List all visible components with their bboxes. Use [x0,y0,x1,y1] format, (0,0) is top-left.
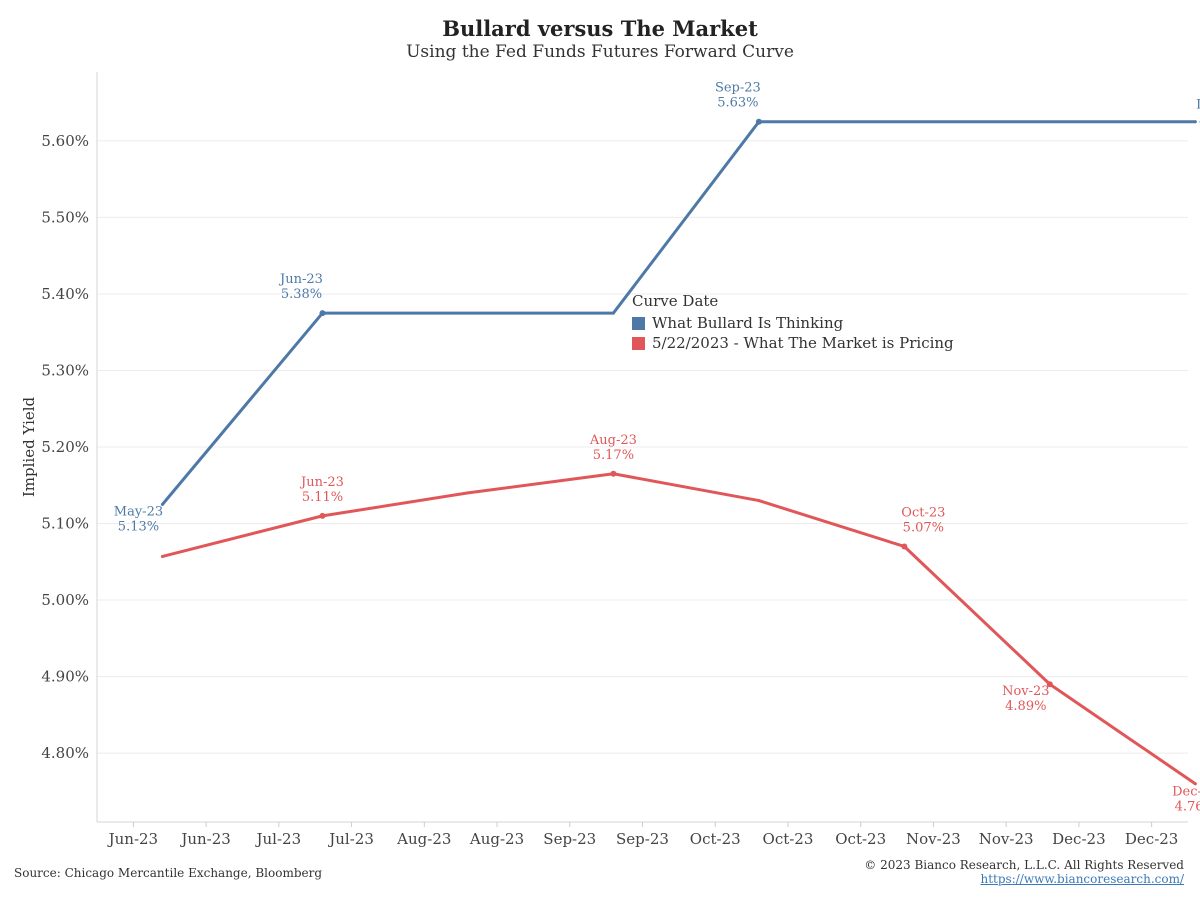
y-tick-label: 5.00% [41,591,89,609]
data-label-line: Aug-23 [589,433,637,448]
x-tick-label: Dec-23 [1125,830,1178,848]
legend-item-bullard: What Bullard Is Thinking [632,313,954,333]
x-tick-label: Jun-23 [107,830,159,848]
data-label: Aug-23 5.17% [589,433,637,463]
data-point [319,512,326,519]
x-tick-label: Oct-23 [690,830,741,848]
y-axis-label: Implied Yield [20,396,38,497]
y-tick-label: 5.50% [41,208,89,226]
data-point [611,311,615,315]
website-link[interactable]: https://www.biancoresearch.com/ [980,872,1184,886]
x-tick-label: Aug-23 [469,830,524,848]
data-label-line: Sep-23 [715,81,761,96]
data-point [610,470,617,477]
x-tick-label: Jul-23 [255,830,302,848]
data-label-line: 5.13% [118,519,159,534]
y-tick-label: 4.80% [41,744,89,762]
x-tick-label: Sep-23 [543,830,596,848]
data-label: Dec-235.63% [1196,98,1200,128]
data-label: Jun-23 5.38% [278,272,323,302]
data-label: Oct-23 5.07% [901,505,945,535]
data-point [1046,681,1053,688]
data-label-line: 5.63% [717,96,758,111]
copyright-note: © 2023 Bianco Research, L.L.C. All Right… [864,858,1184,872]
data-label-line: 5.63% [1199,113,1200,128]
data-point [901,543,908,550]
data-point [1193,782,1197,786]
series-line-market [160,472,1197,786]
legend-label-market: 5/22/2023 - What The Market is Pricing [652,334,954,352]
data-point [160,502,164,506]
data-label-line: 5.11% [302,490,343,505]
y-tick-label: 5.30% [41,361,89,379]
legend-title: Curve Date [632,292,719,310]
data-label: Jun-23 5.11% [299,475,344,505]
data-label-line: 4.89% [1005,699,1046,714]
chart-title: Bullard versus The Market [442,16,758,41]
data-label-line: May-23 [114,504,163,519]
x-tick-label: Aug-23 [396,830,451,848]
data-label: Nov-23 4.89% [1002,684,1049,714]
data-label-line: Dec-23 [1196,98,1200,113]
data-point [466,491,470,495]
data-label-line: 4.76% [1175,800,1200,815]
data-point [319,310,326,317]
y-tick-label: 5.10% [41,515,89,533]
x-tick-label: Sep-23 [616,830,669,848]
data-label-line: Jun-23 [278,272,323,287]
data-point [755,118,762,125]
data-label-line: 5.38% [281,287,322,302]
data-point [160,554,164,558]
data-label: Sep-23 5.63% [715,81,761,111]
x-tick-label: Oct-23 [835,830,886,848]
legend-swatch-market [632,336,645,350]
data-point [1193,120,1197,124]
data-label-line: Dec-23 [1172,785,1200,800]
data-label: Dec-234.76% [1172,785,1200,815]
data-label-line: Nov-23 [1002,684,1049,699]
y-tick-label: 5.20% [41,438,89,456]
data-label-line: 5.07% [903,520,944,535]
legend-swatch-bullard [632,316,645,330]
y-tick-label: 5.60% [41,132,89,150]
x-tick-label: Jun-23 [179,830,231,848]
data-point [757,499,761,503]
legend-item-market: 5/22/2023 - What The Market is Pricing [632,333,954,353]
data-label-line: Oct-23 [901,505,945,520]
legend: Curve Date What Bullard Is Thinking 5/22… [632,292,954,353]
x-tick-label: Oct-23 [763,830,814,848]
x-tick-label: Nov-23 [906,830,961,848]
legend-label-bullard: What Bullard Is Thinking [652,314,844,332]
y-tick-label: 5.40% [41,285,89,303]
x-tick-label: Jul-23 [327,830,374,848]
source-note: Source: Chicago Mercantile Exchange, Blo… [14,866,323,880]
y-tick-label: 4.90% [41,668,89,686]
data-label: May-23 5.13% [114,504,163,534]
x-tick-label: Dec-23 [1052,830,1105,848]
data-label-line: Jun-23 [299,475,344,490]
x-tick-label: Nov-23 [979,830,1034,848]
chart-subtitle: Using the Fed Funds Futures Forward Curv… [406,42,794,62]
data-label-line: 5.17% [593,448,634,463]
